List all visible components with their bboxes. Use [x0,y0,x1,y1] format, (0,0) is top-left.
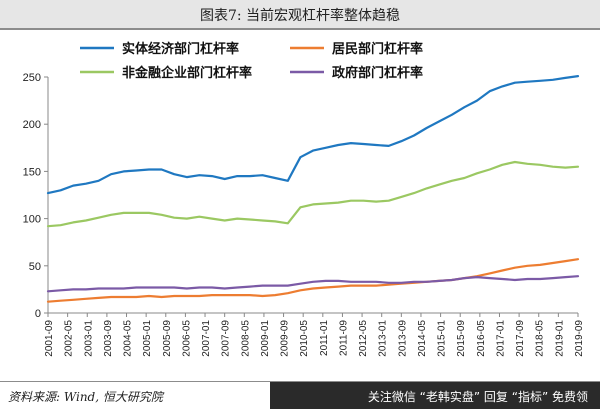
x-tick-label: 2007-01 [201,320,212,357]
x-tick-label: 2017-01 [495,320,506,357]
x-tick-label: 2008-05 [240,320,251,357]
x-tick-label: 2001-09 [44,320,55,357]
legend-label: 政府部门杠杆率 [332,65,423,81]
legend-label: 居民部门杠杆率 [332,41,423,57]
x-tick-label: 2005-09 [162,320,173,357]
y-tick-label: 250 [23,72,41,84]
x-tick-label: 2002-05 [64,320,75,357]
y-tick-label: 50 [29,261,41,273]
promo-banner-text: 关注微信 “老韩实盘” 回复 “指标” 免费领 [367,390,588,404]
x-tick-label: 2014-05 [417,320,428,357]
x-tick-label: 2015-01 [437,320,448,357]
series-line [46,258,580,303]
x-tick-label: 2005-01 [142,320,153,357]
x-tick-label: 2011-09 [338,320,349,356]
y-tick-label: 0 [35,308,41,320]
series-layer [46,74,580,303]
x-tick-label: 2010-05 [299,320,310,357]
x-tick-label: 2019-01 [554,320,565,357]
x-tick-label: 2016-05 [476,320,487,357]
chart-title: 图表7: 当前宏观杠杆率整体趋稳 [199,8,401,24]
x-tick-label: 2013-09 [397,320,408,357]
x-tick-label: 2003-01 [83,320,94,357]
x-tick-label: 2007-09 [221,320,232,357]
x-tick-label: 2018-05 [535,320,546,357]
y-tick-label: 100 [23,214,41,226]
x-tick-label: 2004-05 [123,320,134,357]
x-tick-label: 2009-01 [260,320,271,357]
x-tick-label: 2006-05 [181,320,192,357]
source-note: 资料来源: Wind, 恒大研究院 [8,390,163,404]
legend-label: 实体经济部门杠杆率 [122,41,239,57]
source-bar: 资料来源: Wind, 恒大研究院 [0,381,600,409]
axes: 0 50 100 150 200 250 2001-09 2002-05 2003-01 2003… [23,72,585,357]
y-tick-label: 150 [23,166,41,178]
x-tick-label: 2009-09 [280,320,291,357]
x-tick-label: 2011-01 [319,320,330,356]
x-tick-label: 2003-09 [103,320,114,357]
x-tick-label: 2017-09 [515,320,526,357]
x-tick-label: 2012-05 [358,320,369,357]
x-tick-label: 2015-09 [456,320,467,357]
line-chart: 0 50 100 150 200 250 2001-09 2002-05 2003-01 2003… [23,41,585,357]
series-line [46,74,580,195]
series-line [46,160,580,228]
promo-banner: 关注微信 “老韩实盘” 回复 “指标” 免费领 [270,382,600,409]
x-tick-label: 2013-01 [378,320,389,357]
series-line [46,275,580,293]
y-tick-label: 200 [23,119,41,131]
x-tick-label: 2019-09 [574,320,585,357]
title-bar: 图表7: 当前宏观杠杆率整体趋稳 [0,0,600,30]
legend-label: 非金融企业部门杠杆率 [122,65,252,81]
